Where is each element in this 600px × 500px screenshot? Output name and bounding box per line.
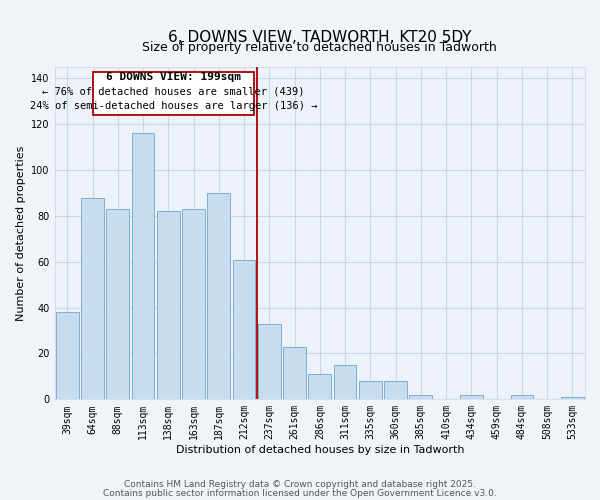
Bar <box>92 72 254 115</box>
Bar <box>511 394 533 400</box>
Bar <box>233 260 256 400</box>
Bar <box>208 193 230 400</box>
Bar <box>81 198 104 400</box>
Bar <box>56 312 79 400</box>
Text: 6 DOWNS VIEW: 199sqm: 6 DOWNS VIEW: 199sqm <box>106 72 241 83</box>
X-axis label: Distribution of detached houses by size in Tadworth: Distribution of detached houses by size … <box>176 445 464 455</box>
Bar <box>561 397 584 400</box>
Bar <box>409 394 432 400</box>
Bar <box>157 212 179 400</box>
Bar <box>283 346 306 400</box>
Bar <box>258 324 281 400</box>
Title: 6, DOWNS VIEW, TADWORTH, KT20 5DY: 6, DOWNS VIEW, TADWORTH, KT20 5DY <box>168 30 472 45</box>
Bar <box>460 394 483 400</box>
Bar <box>384 381 407 400</box>
Text: 24% of semi-detached houses are larger (136) →: 24% of semi-detached houses are larger (… <box>29 102 317 112</box>
Bar <box>334 365 356 400</box>
Text: ← 76% of detached houses are smaller (439): ← 76% of detached houses are smaller (43… <box>42 87 305 97</box>
Bar <box>359 381 382 400</box>
Bar <box>132 134 154 400</box>
Text: Contains HM Land Registry data © Crown copyright and database right 2025.: Contains HM Land Registry data © Crown c… <box>124 480 476 489</box>
Text: Contains public sector information licensed under the Open Government Licence v3: Contains public sector information licen… <box>103 488 497 498</box>
Text: Size of property relative to detached houses in Tadworth: Size of property relative to detached ho… <box>142 40 497 54</box>
Bar <box>182 209 205 400</box>
Y-axis label: Number of detached properties: Number of detached properties <box>16 146 26 321</box>
Bar <box>308 374 331 400</box>
Bar <box>106 209 129 400</box>
